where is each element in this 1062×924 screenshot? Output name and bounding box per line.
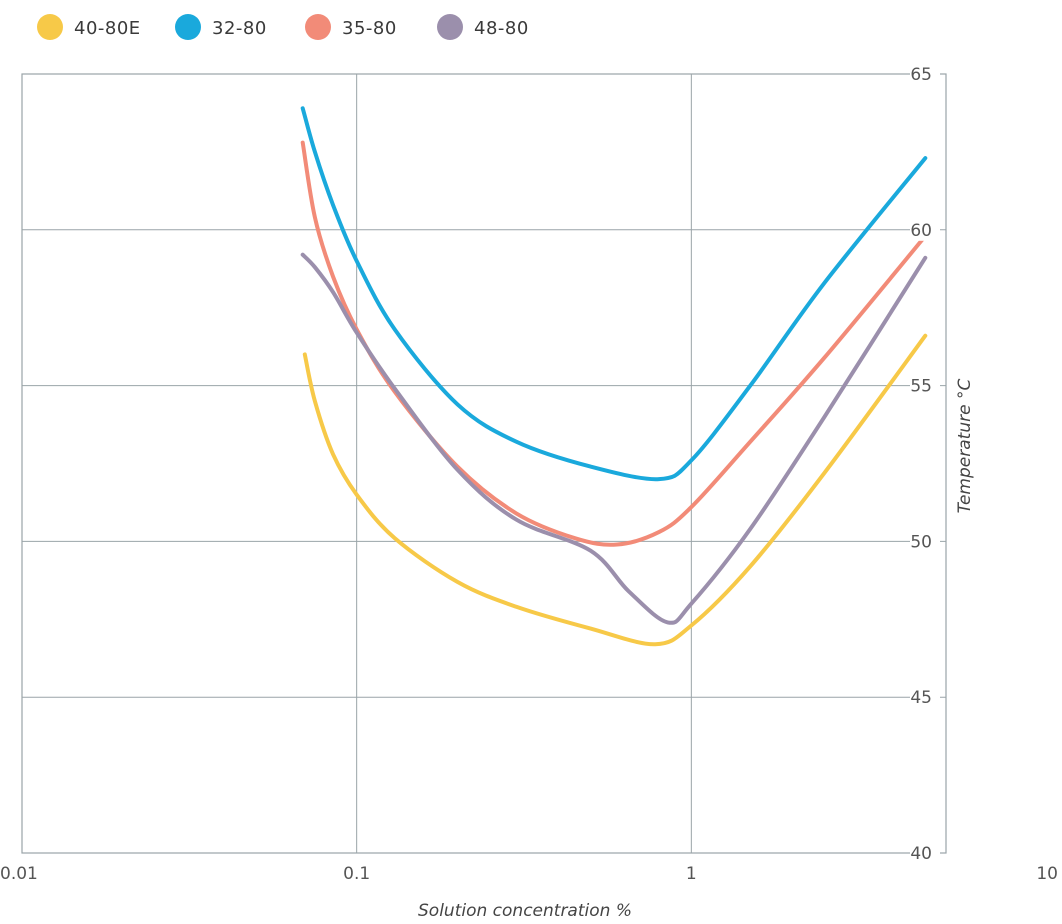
y-tick-label: 45 (910, 688, 932, 708)
x-tick-label: 1 (686, 864, 697, 884)
series-lines (300, 106, 928, 647)
series-line-32-80 (300, 106, 928, 482)
y-tick-label-bg (910, 218, 940, 241)
legend-swatch (305, 14, 331, 40)
y-tick-label: 40 (910, 844, 932, 864)
series-line-40-80E (302, 333, 928, 647)
series-line-35-80 (300, 140, 928, 547)
legend-label: 40-80E (74, 18, 141, 39)
y-tick-label-bg (910, 63, 940, 85)
legend-swatch (175, 14, 201, 40)
y-tick-label-bg (910, 686, 940, 709)
x-axis-title: Solution concentration % (418, 901, 632, 921)
x-tick-label: 10 (1036, 864, 1058, 884)
tick-labels: 0.01 0.1 1 10 40 45 50 55 60 65 (0, 63, 1058, 884)
legend-swatch (437, 14, 463, 40)
x-tick-label: 0.1 (343, 864, 370, 884)
y-tick-label: 50 (910, 532, 932, 552)
x-tick-label: 0.01 (0, 864, 38, 884)
y-tick-label-bg (910, 842, 940, 864)
y-tick-label: 55 (910, 377, 932, 397)
series-line-48-80 (300, 252, 928, 625)
grid-lines (22, 73, 946, 854)
legend-label: 48-80 (474, 18, 529, 39)
y-tick-label-bg (910, 374, 940, 397)
y-axis-title: Temperature °C (955, 379, 975, 514)
legend-label: 35-80 (342, 18, 397, 39)
legend: 40-80E 32-80 35-80 48-80 (37, 14, 529, 40)
y-tick-label: 60 (910, 221, 932, 241)
y-tick-label-bg (910, 530, 940, 553)
y-tick-label: 65 (910, 65, 932, 85)
legend-label: 32-80 (212, 18, 267, 39)
legend-swatch (37, 14, 63, 40)
plot-frame (21, 73, 947, 854)
